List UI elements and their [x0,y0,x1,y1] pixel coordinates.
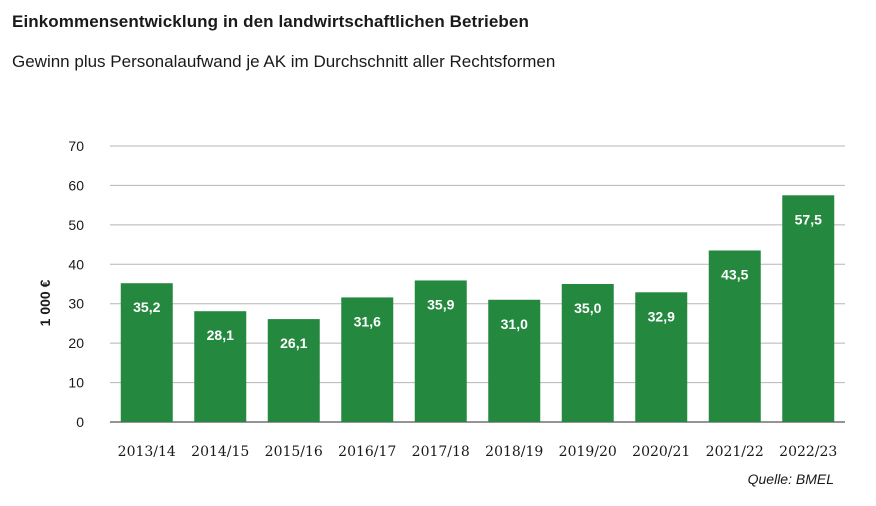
bar [194,311,247,422]
y-tick-label: 0 [76,414,84,430]
y-tick-label: 30 [68,296,84,312]
y-tick-label: 60 [68,177,84,193]
chart-subtitle: Gewinn plus Personalaufwand je AK im Dur… [12,52,556,71]
data-label: 32,9 [648,308,675,324]
x-tick-label: 2020/21 [632,444,690,460]
x-tick-label: 2019/20 [559,444,617,460]
y-axis-label: 1 000 € [37,279,53,326]
x-axis-ticks: 2013/14 2014/15 2015/16 2016/17 2017/18 2018/… [118,444,838,460]
x-tick-label: 2013/14 [118,444,176,460]
y-tick-label: 40 [68,256,84,272]
bar [414,280,467,422]
x-tick-label: 2021/22 [706,444,764,460]
bar [708,250,761,422]
x-tick-label: 2018/19 [485,444,543,460]
bar [341,297,394,422]
data-label: 26,1 [280,335,307,351]
y-axis-ticks: 0 10 20 30 40 50 60 70 [68,138,84,430]
x-tick-label: 2017/18 [412,444,470,460]
data-label: 35,0 [574,300,601,316]
y-tick-label: 50 [68,217,84,233]
x-tick-label: 2015/16 [265,444,323,460]
data-label: 57,5 [795,211,822,227]
x-tick-label: 2016/17 [338,444,396,460]
bar [561,284,614,422]
bar [267,319,320,422]
data-label: 28,1 [207,327,234,343]
data-labels: 35,2 28,1 26,1 31,6 35,9 31,0 35,0 32,9 43,5 57,5 [133,211,822,351]
data-label: 35,2 [133,299,160,315]
data-label: 43,5 [721,266,748,282]
data-label: 35,9 [427,296,454,312]
bar [488,299,541,422]
chart-title: Einkommensentwicklung in den landwirtsch… [12,12,529,31]
y-tick-label: 70 [68,138,84,154]
bar [782,195,835,422]
bars [120,195,835,422]
x-tick-label: 2022/23 [779,444,837,460]
y-tick-label: 20 [68,335,84,351]
data-label: 31,6 [354,313,381,329]
data-label: 31,0 [501,316,528,332]
source-note: Quelle: BMEL [747,471,834,487]
y-tick-label: 10 [68,375,84,391]
x-tick-label: 2014/15 [191,444,249,460]
bar [635,292,688,422]
bar [120,283,173,422]
